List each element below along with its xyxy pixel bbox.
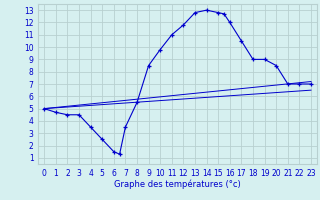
X-axis label: Graphe des températures (°c): Graphe des températures (°c) (114, 179, 241, 189)
